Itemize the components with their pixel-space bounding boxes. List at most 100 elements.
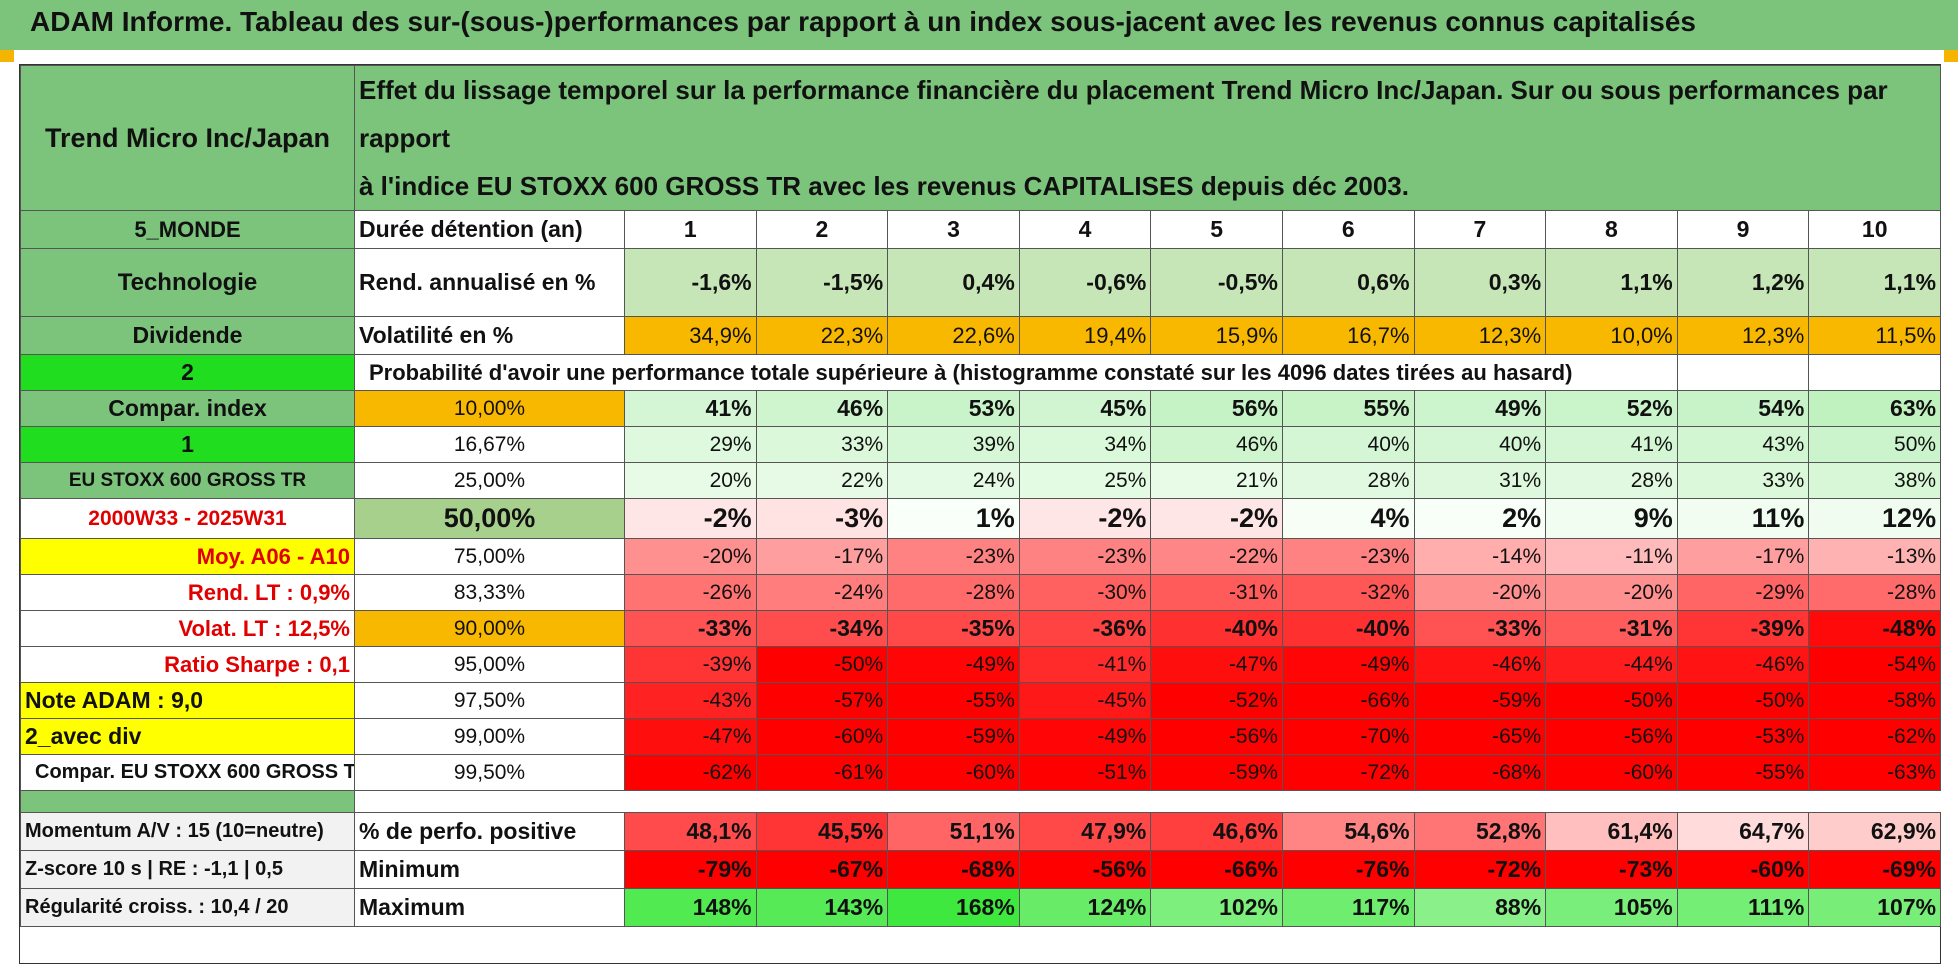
table-row: EU STOXX 600 GROSS TR 25,00% 20% 22% 24% 25% 2… <box>20 462 1942 499</box>
stat-cell: -73% <box>1545 850 1678 889</box>
stat-cell: -60% <box>1676 850 1810 889</box>
probability-cell: 28% <box>1281 462 1415 499</box>
probability-cell: 40% <box>1413 426 1547 463</box>
probability-cell: -3% <box>755 498 889 539</box>
report-title: ADAM Informe. Tableau des sur-(sous-)per… <box>30 6 1696 37</box>
probability-cell: -43% <box>624 682 757 719</box>
probability-cell: 29% <box>624 426 757 463</box>
table-row: Moy. A06 - A10 75,00% -20% -17% -23% -23% -22%… <box>20 538 1942 575</box>
probability-cell: -14% <box>1413 538 1547 575</box>
probability-cell: -72% <box>1281 754 1415 791</box>
probability-cell: 46% <box>1150 426 1283 463</box>
table-row: 2_avec div 99,00% -47% -60% -59% -49% -56% -70%… <box>20 718 1942 755</box>
probability-cell: -60% <box>1545 754 1678 791</box>
vol-label: Volatilité en % <box>354 316 625 355</box>
probability-cell: -56% <box>1150 718 1283 755</box>
probability-cell: -24% <box>755 574 889 611</box>
probability-cell: 49% <box>1413 390 1547 427</box>
probability-cell: -53% <box>1676 718 1810 755</box>
probability-cell: -62% <box>624 754 757 791</box>
probability-cell: -46% <box>1413 646 1547 683</box>
year-header: 2 <box>755 210 889 249</box>
probability-cell: 21% <box>1150 462 1283 499</box>
table-row: Rend. LT : 0,9% 83,33% -26% -24% -28% -30% -31… <box>20 574 1942 611</box>
probability-cell: -13% <box>1808 538 1942 575</box>
stat-cell: 143% <box>755 888 889 927</box>
probability-cell: -47% <box>624 718 757 755</box>
stat-cell: 47,9% <box>1018 812 1152 851</box>
performance-sheet: Trend Micro Inc/Japan Effet du lissage t… <box>19 64 1942 964</box>
year-header: 8 <box>1545 210 1678 249</box>
probability-cell: -60% <box>887 754 1020 791</box>
probability-cell: 33% <box>1676 462 1810 499</box>
table-row <box>20 790 1941 813</box>
probability-cell: -35% <box>887 610 1020 647</box>
probability-cell: -34% <box>755 610 889 647</box>
quantile-label: 10,00% <box>354 390 625 427</box>
vol-cell: 12,3% <box>1413 316 1547 355</box>
probability-cell: 22% <box>755 462 889 499</box>
table-row: Volat. LT : 12,5% 90,00% -33% -34% -35% -36% -… <box>20 610 1942 647</box>
stat-cell: -68% <box>887 850 1020 889</box>
stat-cell: 45,5% <box>755 812 889 851</box>
vol-cell: 22,3% <box>755 316 889 355</box>
probability-cell: -47% <box>1150 646 1283 683</box>
probability-cell: -31% <box>1545 610 1678 647</box>
stat-cell: 52,8% <box>1413 812 1547 851</box>
probability-cell: -41% <box>1018 646 1152 683</box>
vol-cell: 10,0% <box>1545 316 1678 355</box>
probability-cell: -66% <box>1281 682 1415 719</box>
probability-cell: -48% <box>1808 610 1942 647</box>
probability-cell: 11% <box>1676 498 1810 539</box>
probability-cell: -45% <box>1018 682 1152 719</box>
stat-cell: 46,6% <box>1150 812 1283 851</box>
region-label: 5_MONDE <box>20 210 355 249</box>
probability-cell: -70% <box>1281 718 1415 755</box>
period-label: 2000W33 - 2025W31 <box>20 498 355 539</box>
stat-cell: -79% <box>624 850 757 889</box>
note-adam-label: Note ADAM : 9,0 <box>20 682 355 719</box>
table-row: 1 16,67% 29% 33% 39% 34% 46% 40% 40% 41% 43% 50% <box>20 426 1942 463</box>
vol-cell: 11,5% <box>1808 316 1942 355</box>
probability-cell: 63% <box>1808 390 1942 427</box>
separator-cell <box>20 790 355 813</box>
table-row: Technologie Rend. annualisé en % -1,6% -1,5… <box>20 248 1942 317</box>
probability-cell: -55% <box>1676 754 1810 791</box>
stat-cell: -56% <box>1018 850 1152 889</box>
year-header: 7 <box>1413 210 1547 249</box>
year-header: 9 <box>1676 210 1810 249</box>
zscore-label: Z-score 10 s | RE : -1,1 | 0,5 <box>20 850 355 889</box>
probability-cell: 45% <box>1018 390 1152 427</box>
probability-cell: -2% <box>1150 498 1283 539</box>
probability-cell: -49% <box>1281 646 1415 683</box>
probability-cell: -20% <box>1413 574 1547 611</box>
rend-cell: 1,2% <box>1676 248 1810 317</box>
title-bar: ADAM Informe. Tableau des sur-(sous-)per… <box>0 0 1958 50</box>
vol-cell: 15,9% <box>1150 316 1283 355</box>
probability-cell: -26% <box>624 574 757 611</box>
probability-cell: 2% <box>1413 498 1547 539</box>
probability-cell: 4% <box>1281 498 1415 539</box>
probability-cell: -11% <box>1545 538 1678 575</box>
quantile-label: 90,00% <box>354 610 625 647</box>
probability-cell: -31% <box>1150 574 1283 611</box>
probability-cell: -65% <box>1413 718 1547 755</box>
probability-cell: 46% <box>755 390 889 427</box>
stat-cell: -67% <box>755 850 889 889</box>
table-row: Ratio Sharpe : 0,1 95,00% -39% -50% -49% -41%… <box>20 646 1942 683</box>
probability-cell: -40% <box>1150 610 1283 647</box>
probability-cell: -23% <box>887 538 1020 575</box>
stat-cell: 168% <box>887 888 1020 927</box>
sector-label: Technologie <box>20 248 355 317</box>
vol-cell: 12,3% <box>1676 316 1810 355</box>
stat-cell: 54,6% <box>1281 812 1415 851</box>
probability-cell: -32% <box>1281 574 1415 611</box>
performance-table: Trend Micro Inc/Japan Effet du lissage t… <box>20 65 1942 927</box>
stat-cell: 148% <box>624 888 757 927</box>
corner-mark <box>0 50 14 62</box>
probability-cell: -20% <box>1545 574 1678 611</box>
compar-index-label: Compar. index <box>20 390 355 427</box>
probability-cell: -44% <box>1545 646 1678 683</box>
probability-cell: -62% <box>1808 718 1942 755</box>
table-row: Compar. EU STOXX 600 GROSS TR 99,50% -62% -… <box>20 754 1942 791</box>
